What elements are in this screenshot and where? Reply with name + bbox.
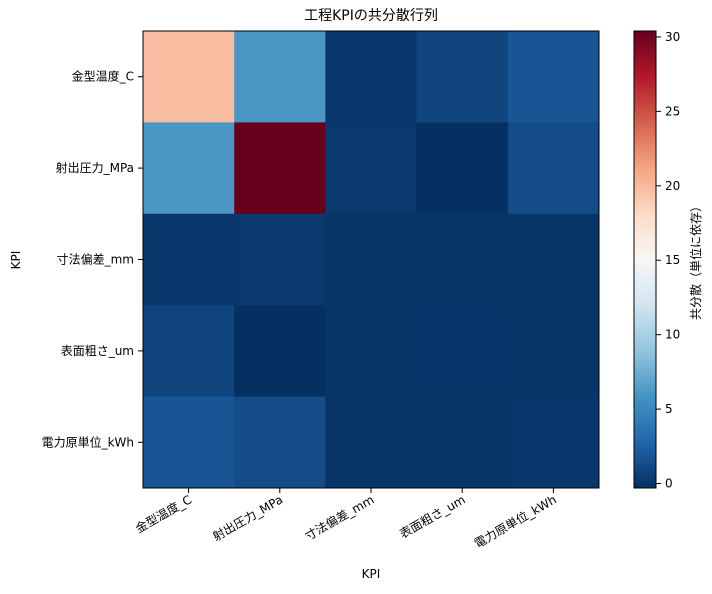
heatmap-cell (143, 122, 235, 215)
colorbar-tick-label: 5 (665, 402, 673, 416)
heatmap-cell (143, 31, 235, 123)
colorbar-tick-label: 15 (665, 253, 680, 267)
heatmap-cell (234, 213, 326, 306)
y-axis-ticks: 金型温度_C 射出圧力_MPa 寸法偏差_mm 表面粗さ_um 電力原単位_kWh (42, 69, 143, 449)
y-tick-label: 表面粗さ_um (61, 344, 134, 358)
heatmap-cell (325, 396, 418, 489)
colorbar-tick-label: 0 (665, 477, 673, 491)
y-tick-label: 寸法偏差_mm (57, 252, 134, 267)
x-axis-label: KPI (362, 567, 381, 581)
y-tick-label: 射出圧力_MPa (56, 160, 134, 175)
colorbar-tick-label: 30 (665, 30, 680, 44)
x-axis-ticks: 金型温度_C 射出圧力_MPa 寸法偏差_mm 表面粗さ_um 電力原単位_kWh (133, 488, 559, 551)
heatmap-cell (416, 31, 509, 123)
heatmap-cell (143, 305, 235, 398)
colorbar-tick-label: 10 (665, 328, 680, 342)
colorbar-ticks: 0 5 10 15 20 25 30 (656, 30, 680, 491)
colorbar-label: 共分散（単位に依存） (688, 200, 703, 320)
chart-title: 工程KPIの共分散行列 (304, 8, 438, 24)
x-tick-label: 電力原単位_kWh (471, 492, 559, 551)
heatmap-cell (325, 305, 418, 398)
y-axis-label: KPI (9, 251, 23, 270)
heatmap-cell (507, 396, 600, 489)
heatmap-cell (325, 213, 418, 306)
heatmap-cell (507, 213, 600, 306)
heatmap-cell (416, 122, 509, 215)
heatmap-cell (234, 122, 326, 215)
colorbar-tick-label: 20 (665, 179, 680, 193)
heatmap-cell (143, 396, 235, 489)
x-tick-label: 表面粗さ_um (397, 492, 467, 541)
colorbar-tick-label: 25 (665, 104, 680, 118)
heatmap-cell (416, 305, 509, 398)
heatmap-cell (234, 31, 326, 123)
x-tick-label: 射出圧力_MPa (210, 492, 285, 544)
heatmap-cell (507, 305, 600, 398)
heatmap-cell (416, 396, 509, 489)
heatmap-cells (143, 31, 600, 489)
heatmap-cell (507, 31, 600, 123)
heatmap-cell (507, 122, 600, 215)
heatmap-cell (234, 305, 326, 398)
heatmap-cell (143, 213, 235, 306)
x-tick-label: 金型温度_C (133, 492, 195, 536)
y-tick-label: 電力原単位_kWh (42, 434, 134, 449)
colorbar (633, 30, 657, 489)
heatmap-cell (234, 396, 326, 489)
heatmap-cell (325, 31, 418, 123)
x-tick-label: 寸法偏差_mm (302, 492, 377, 544)
heatmap-cell (325, 122, 418, 215)
y-tick-label: 金型温度_C (72, 69, 134, 84)
heatmap-cell (416, 213, 509, 306)
